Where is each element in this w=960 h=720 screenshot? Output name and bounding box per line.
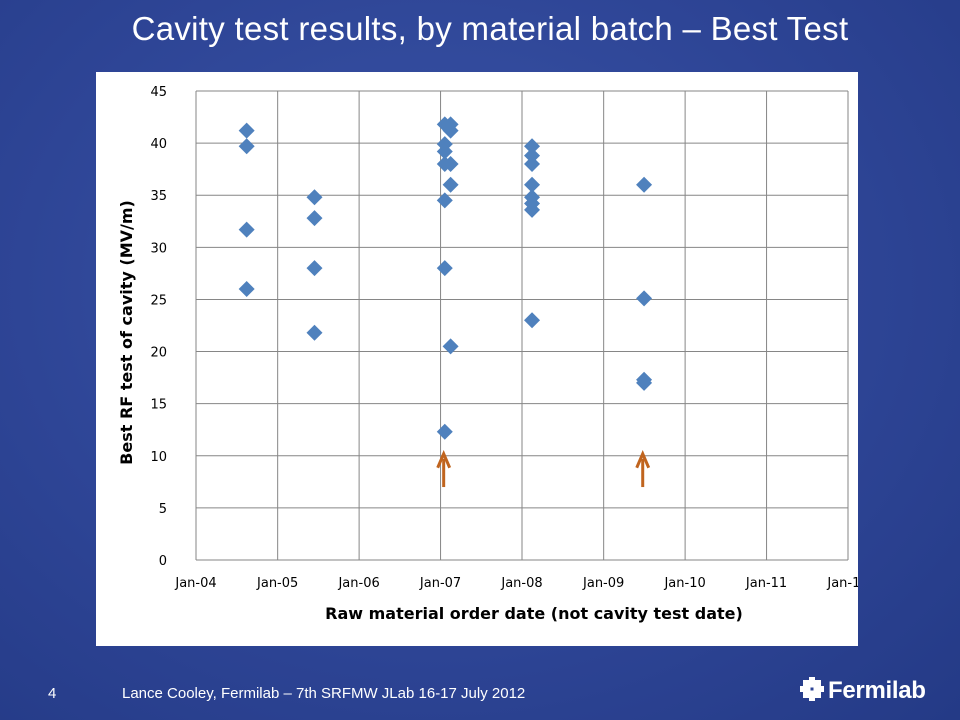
gridlines (195, 90, 849, 561)
up-arrow (436, 449, 452, 488)
page-number: 4 (48, 685, 57, 702)
fermilab-logo-icon (800, 676, 824, 706)
data-point (306, 210, 323, 227)
data-point (442, 122, 459, 139)
data-point (238, 122, 255, 139)
data-point (636, 176, 653, 193)
x-tick-label: Jan-11 (745, 576, 787, 591)
data-point (436, 143, 453, 160)
data-point (524, 176, 541, 193)
y-tick-label: 5 (159, 502, 167, 517)
up-arrow (635, 449, 651, 488)
x-tick-label: Jan-06 (337, 576, 379, 591)
y-axis-title: Best RF test of cavity (MV/m) (117, 200, 136, 465)
data-point (436, 260, 453, 277)
data-point (306, 260, 323, 277)
data-point (238, 138, 255, 155)
y-tick-label: 15 (150, 398, 167, 413)
y-tick-label: 20 (150, 346, 167, 361)
data-point (524, 201, 541, 218)
data-point (306, 189, 323, 206)
slide-title: Cavity test results, by material batch –… (131, 10, 849, 47)
x-tick-label: Jan-08 (500, 576, 542, 591)
y-tick-label: 40 (150, 137, 167, 152)
data-point (524, 312, 541, 329)
chart-panel: 0 5 10 15 20 25 30 35 40 45 Jan-04 Jan-05 Jan-06 Jan-… (96, 72, 858, 646)
data-point (306, 324, 323, 341)
x-tick-label: Jan-07 (419, 576, 461, 591)
logo-text: Fermilab (828, 677, 926, 704)
data-point (524, 147, 541, 164)
x-tick-label: Jan-05 (256, 576, 298, 591)
y-tick-label: 45 (150, 85, 167, 100)
data-point (436, 192, 453, 209)
data-point (238, 281, 255, 298)
data-points (238, 116, 653, 440)
x-tick-label: Jan-04 (174, 576, 216, 591)
y-tick-label: 0 (159, 554, 167, 569)
y-tick-label: 35 (150, 189, 167, 204)
y-tick-label: 10 (150, 450, 167, 465)
fermilab-logo: Fermilab (800, 676, 926, 706)
data-point (238, 221, 255, 238)
data-point (442, 155, 459, 172)
data-point (636, 374, 653, 391)
data-point (524, 138, 541, 155)
data-point (436, 423, 453, 440)
annotation-arrows (436, 449, 651, 488)
tick-labels: 0 5 10 15 20 25 30 35 40 45 Jan-04 Jan-05 Jan-06 Jan-… (150, 85, 858, 591)
footer-text: Lance Cooley, Fermilab – 7th SRFMW JLab … (122, 685, 526, 702)
x-axis-title: Raw material order date (not cavity test… (325, 604, 743, 623)
y-tick-label: 30 (150, 241, 167, 256)
scatter-chart: 0 5 10 15 20 25 30 35 40 45 Jan-04 Jan-05 Jan-06 Jan-… (117, 85, 858, 623)
data-point (636, 290, 653, 307)
data-point (442, 338, 459, 355)
x-tick-label: Jan-10 (663, 576, 705, 591)
x-tick-label: Jan-09 (582, 576, 624, 591)
data-point (524, 155, 541, 172)
y-tick-label: 25 (150, 293, 167, 308)
x-tick-label: Jan-12 (826, 576, 858, 591)
data-point (442, 176, 459, 193)
